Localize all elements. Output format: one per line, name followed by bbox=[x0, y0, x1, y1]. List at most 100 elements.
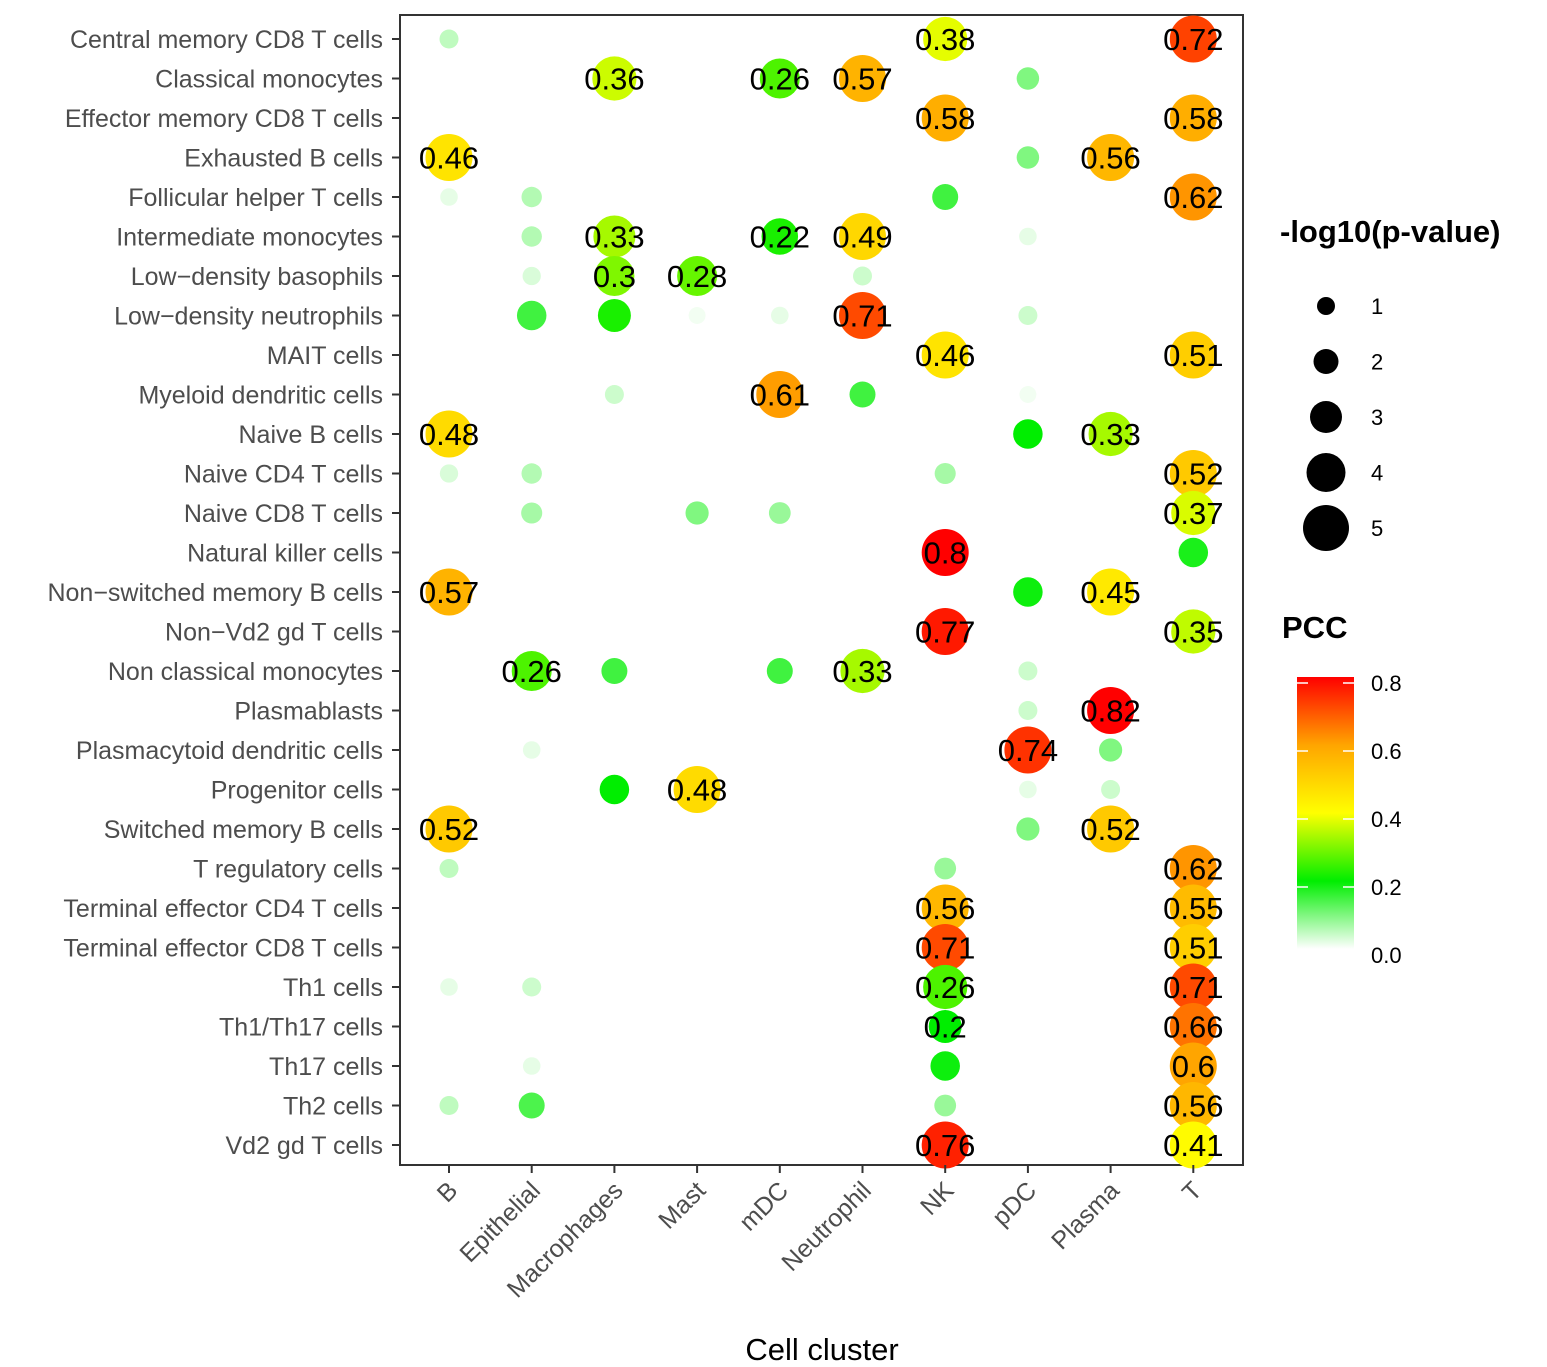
data-label-neutrophil-low-density-neutrophils: 0.71 bbox=[832, 299, 892, 334]
data-label-b-exhausted-b-cells: 0.46 bbox=[419, 141, 479, 176]
point-mdc-classical-monocytes bbox=[759, 58, 800, 99]
data-label-t-follicular-helper-t-cells: 0.62 bbox=[1163, 180, 1223, 215]
point-epithelial-naive-cd8-t-cells bbox=[521, 502, 543, 524]
y-axis: Central memory CD8 T cells Classical mono… bbox=[47, 26, 400, 1160]
point-plasma-progenitor-cells bbox=[1101, 780, 1121, 799]
point-pdc-non-classical-monocytes bbox=[1018, 661, 1038, 681]
point-epithelial-non-classical-monocytes bbox=[511, 651, 552, 691]
point-t-non-vd2-gd-t-cells bbox=[1171, 609, 1216, 654]
size-legend-key-5 bbox=[1303, 505, 1349, 551]
data-label-macrophages-intermediate-monocytes: 0.33 bbox=[584, 220, 644, 255]
data-label-macrophages-classical-monocytes: 0.36 bbox=[584, 62, 644, 97]
data-label-pdc-plasmacytoid-dendritic-cells: 0.74 bbox=[998, 733, 1058, 768]
point-t-central-memory-cd8-t-cells bbox=[1169, 15, 1217, 63]
x-tick-label-pdc: pDC bbox=[987, 1176, 1042, 1231]
y-tick-label-naive-cd8-t-cells: Naive CD8 T cells bbox=[184, 500, 383, 528]
point-mdc-non-classical-monocytes bbox=[766, 658, 793, 684]
size-legend-key-1 bbox=[1317, 297, 1335, 315]
point-epithelial-th2-cells bbox=[518, 1092, 545, 1119]
data-label-mdc-classical-monocytes: 0.26 bbox=[750, 62, 810, 97]
point-b-switched-memory-b-cells bbox=[425, 805, 473, 853]
point-mdc-intermediate-monocytes bbox=[761, 218, 799, 255]
data-label-b-naive-b-cells: 0.48 bbox=[419, 417, 479, 452]
data-label-nk-mait-cells: 0.46 bbox=[915, 338, 975, 373]
y-tick-label-th1-cells: Th1 cells bbox=[283, 974, 383, 1002]
point-t-terminal-effector-cd4-t-cells bbox=[1169, 884, 1217, 932]
data-label-b-switched-memory-b-cells: 0.52 bbox=[419, 812, 479, 847]
point-b-exhausted-b-cells bbox=[425, 134, 473, 181]
point-epithelial-intermediate-monocytes bbox=[521, 226, 542, 247]
data-label-neutrophil-intermediate-monocytes: 0.49 bbox=[832, 220, 892, 255]
point-nk-terminal-effector-cd8-t-cells bbox=[921, 924, 969, 971]
y-tick-label-non-classical-monocytes: Non classical monocytes bbox=[108, 658, 383, 686]
data-label-mdc-myeloid-dendritic-cells: 0.61 bbox=[750, 378, 810, 413]
point-macrophages-low-density-basophils bbox=[594, 256, 635, 296]
y-tick-label-non-switched-memory-b-cells: Non−switched memory B cells bbox=[47, 579, 383, 607]
data-label-nk-terminal-effector-cd4-t-cells: 0.56 bbox=[915, 891, 975, 926]
point-pdc-naive-b-cells bbox=[1013, 419, 1043, 449]
y-tick-label-myeloid-dendritic-cells: Myeloid dendritic cells bbox=[138, 382, 383, 410]
point-epithelial-naive-cd4-t-cells bbox=[521, 463, 542, 484]
point-nk-effector-memory-cd8-t-cells bbox=[921, 94, 969, 142]
y-tick-label-switched-memory-b-cells: Switched memory B cells bbox=[104, 816, 383, 844]
x-axis-title: Cell cluster bbox=[745, 1332, 898, 1367]
data-label-mast-progenitor-cells: 0.48 bbox=[667, 773, 727, 808]
data-label-t-th1-th17-cells: 0.66 bbox=[1163, 1010, 1223, 1045]
y-tick-label-low-density-neutrophils: Low−density neutrophils bbox=[114, 303, 383, 331]
data-label-nk-th1-th17-cells: 0.2 bbox=[924, 1010, 967, 1045]
x-tick-label-neutrophil: Neutrophil bbox=[776, 1176, 876, 1276]
size-legend-key-3 bbox=[1310, 401, 1342, 433]
size-legend: -log10(p-value) 1 2 3 4 5 bbox=[1280, 214, 1500, 551]
point-b-central-memory-cd8-t-cells bbox=[439, 29, 459, 49]
data-label-plasma-plasmablasts: 0.82 bbox=[1080, 694, 1140, 729]
point-nk-th2-cells bbox=[934, 1094, 957, 1117]
data-label-neutrophil-non-classical-monocytes: 0.33 bbox=[832, 654, 892, 689]
y-tick-label-th2-cells: Th2 cells bbox=[283, 1093, 383, 1121]
y-tick-label-th17-cells: Th17 cells bbox=[269, 1053, 383, 1081]
y-tick-label-non-vd2-gd-t-cells: Non−Vd2 gd T cells bbox=[165, 619, 383, 647]
point-plasma-switched-memory-b-cells bbox=[1087, 805, 1135, 853]
data-label-plasma-exhausted-b-cells: 0.56 bbox=[1080, 141, 1140, 176]
point-pdc-plasmacytoid-dendritic-cells bbox=[1004, 726, 1052, 774]
y-tick-label-terminal-effector-cd8-t-cells: Terminal effector CD8 T cells bbox=[63, 935, 383, 963]
size-legend-label-1: 1 bbox=[1371, 294, 1383, 319]
value-labels-layer: 0.38 0.72 0.36 0.26 0.57 0.58 0.58 0.46 0.56 0.62… bbox=[419, 22, 1224, 1163]
point-neutrophil-low-density-neutrophils bbox=[839, 292, 886, 339]
point-b-th2-cells bbox=[439, 1096, 459, 1115]
point-nk-th1-th17-cells bbox=[928, 1010, 962, 1043]
point-epithelial-low-density-neutrophils bbox=[516, 300, 547, 331]
point-macrophages-non-classical-monocytes bbox=[601, 658, 628, 684]
y-tick-label-exhausted-b-cells: Exhausted B cells bbox=[184, 145, 383, 173]
point-t-th17-cells bbox=[1169, 1042, 1217, 1090]
color-legend-label-4: 0.8 bbox=[1371, 671, 1402, 696]
x-tick-label-mast: Mast bbox=[653, 1176, 711, 1234]
point-neutrophil-myeloid-dendritic-cells bbox=[849, 381, 876, 408]
size-legend-label-3: 3 bbox=[1371, 405, 1383, 430]
point-mast-low-density-neutrophils bbox=[688, 307, 706, 324]
x-tick-label-plasma: Plasma bbox=[1046, 1176, 1125, 1255]
size-legend-label-5: 5 bbox=[1371, 516, 1383, 541]
point-t-terminal-effector-cd8-t-cells bbox=[1169, 924, 1217, 971]
point-nk-natural-killer-cells bbox=[921, 529, 969, 576]
data-label-t-mait-cells: 0.51 bbox=[1163, 338, 1223, 373]
point-b-follicular-helper-t-cells bbox=[440, 188, 458, 206]
data-label-t-th2-cells: 0.56 bbox=[1163, 1089, 1223, 1124]
data-label-mast-low-density-basophils: 0.28 bbox=[667, 259, 727, 294]
point-pdc-non-switched-memory-b-cells bbox=[1013, 577, 1043, 607]
data-label-plasma-switched-memory-b-cells: 0.52 bbox=[1080, 812, 1140, 847]
data-label-nk-natural-killer-cells: 0.8 bbox=[924, 536, 967, 571]
point-nk-follicular-helper-t-cells bbox=[932, 184, 959, 210]
point-b-non-switched-memory-b-cells bbox=[425, 568, 473, 616]
point-t-naive-cd4-t-cells bbox=[1169, 450, 1217, 497]
data-label-t-t-regulatory-cells: 0.62 bbox=[1163, 852, 1223, 887]
point-nk-terminal-effector-cd4-t-cells bbox=[921, 884, 969, 932]
y-tick-label-plasmacytoid-dendritic-cells: Plasmacytoid dendritic cells bbox=[76, 737, 383, 765]
point-pdc-progenitor-cells bbox=[1019, 780, 1037, 799]
point-nk-t-regulatory-cells bbox=[934, 857, 957, 880]
point-nk-th1-cells bbox=[923, 964, 968, 1010]
y-tick-label-central-memory-cd8-t-cells: Central memory CD8 T cells bbox=[70, 26, 383, 54]
data-label-nk-central-memory-cd8-t-cells: 0.38 bbox=[915, 22, 975, 57]
point-neutrophil-classical-monocytes bbox=[839, 55, 886, 102]
point-b-th1-cells bbox=[440, 978, 458, 996]
point-macrophages-intermediate-monocytes bbox=[593, 215, 636, 258]
